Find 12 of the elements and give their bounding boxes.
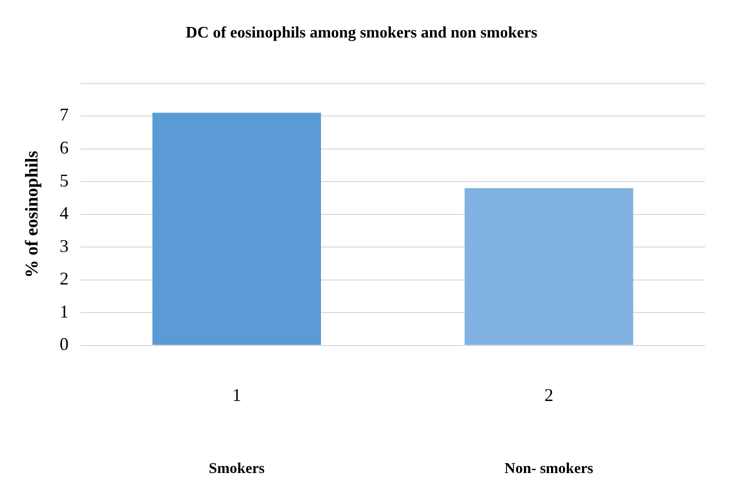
y-tick-label: 0 [60,334,69,354]
y-tick-label: 1 [60,301,69,322]
text: Non- smokers [504,460,594,477]
y-tick-label: 6 [60,137,69,158]
y-tick-label: 4 [60,203,69,224]
y-axis-title: % of eosinophils [21,150,42,278]
y-tick-label: 5 [60,170,69,190]
y-tick-label: 7 [60,104,69,125]
y-tick-label: 3 [60,236,69,256]
y-tick-label: 2 [60,268,69,289]
chart-title: DC of eosinophils among smokers and non smokers [186,24,538,42]
text: Smokers [208,460,265,477]
